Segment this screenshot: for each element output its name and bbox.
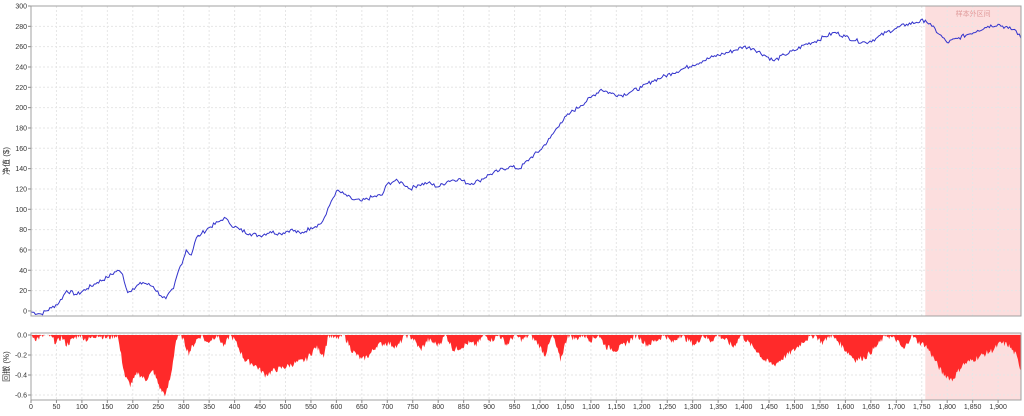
- y-tick-label: 60: [19, 247, 27, 254]
- x-tick-label: 1,450: [760, 404, 778, 411]
- x-tick-label: 1,700: [888, 404, 906, 411]
- x-tick-label: 150: [102, 404, 114, 411]
- equity-panel: 样本外区间 0 20 40 60 80 100 120 140 160 180 200 220 240 2…: [1, 4, 1022, 317]
- x-tick-label: 1,100: [582, 404, 600, 411]
- x-tick-label: 950: [509, 404, 521, 411]
- x-tick-label: 350: [203, 404, 215, 411]
- x-tick-label: 1,850: [964, 404, 982, 411]
- x-tick-label: 1,800: [938, 404, 956, 411]
- x-tick-label: 1,350: [709, 404, 727, 411]
- x-tick-label: 550: [305, 404, 317, 411]
- y-tick-label: 100: [15, 207, 27, 214]
- x-tick-label: 1,900: [989, 404, 1007, 411]
- x-tick-label: 450: [254, 404, 266, 411]
- x-tick-label: 700: [381, 404, 393, 411]
- y-tick-label: 120: [15, 186, 27, 193]
- y-tick-label: 20: [19, 288, 27, 295]
- x-tick-label: 1,750: [913, 404, 931, 411]
- y-tick-label: 200: [15, 105, 27, 112]
- drawdown-plot-frame: [30, 332, 1022, 401]
- x-tick-label: 1,000: [531, 404, 549, 411]
- highlight-region: [925, 6, 1021, 316]
- x-tick-label: 1,400: [735, 404, 753, 411]
- x-axis: 0 50 100 150 200 250 300 350 400 450 500 550 600 650 7…: [29, 400, 1007, 411]
- x-tick-label: 800: [432, 404, 444, 411]
- x-tick-label: 1,250: [658, 404, 676, 411]
- x-tick-label: 250: [152, 404, 164, 411]
- y-tick-label: 40: [19, 268, 27, 275]
- x-tick-label: 600: [331, 404, 343, 411]
- y-tick-label: -0.2: [15, 353, 27, 360]
- x-tick-label: 1,150: [608, 404, 626, 411]
- y-tick-label: 260: [15, 44, 27, 51]
- y-tick-label: 180: [15, 125, 27, 132]
- x-tick-label: 750: [407, 404, 419, 411]
- x-tick-label: 900: [483, 404, 495, 411]
- x-tick-label: 850: [458, 404, 470, 411]
- y-tick-label: 240: [15, 64, 27, 71]
- drawdown-panel: 0.0 -0.2 -0.4 -0.6 回撤 (%) 0 50 100 150 200 250 30…: [1, 332, 1022, 411]
- x-tick-label: 400: [229, 404, 241, 411]
- x-tick-label: 0: [29, 404, 33, 411]
- y-tick-label: 280: [15, 24, 27, 31]
- equity-y-axis: 0 20 40 60 80 100 120 140 160 180 200 220 240 260 280 3…: [15, 4, 31, 315]
- equity-y-axis-label: 净值 ($): [1, 147, 11, 175]
- x-tick-label: 1,650: [862, 404, 880, 411]
- y-tick-label: 220: [15, 85, 27, 92]
- drawdown-y-axis-label: 回撤 (%): [1, 351, 11, 382]
- x-tick-label: 1,550: [811, 404, 829, 411]
- x-tick-label: 1,050: [557, 404, 575, 411]
- y-tick-label: 0: [23, 308, 27, 315]
- x-tick-label: 650: [356, 404, 368, 411]
- x-tick-label: 1,200: [633, 404, 651, 411]
- y-tick-label: 160: [15, 146, 27, 153]
- y-tick-label: 300: [15, 4, 27, 11]
- x-tick-label: 50: [53, 404, 61, 411]
- y-tick-label: 0.0: [17, 333, 27, 340]
- y-tick-label: 140: [15, 166, 27, 173]
- highlight-label: 样本外区间: [956, 9, 991, 18]
- y-tick-label: -0.4: [15, 373, 27, 380]
- y-tick-label: -0.6: [15, 393, 27, 400]
- equity-line: [30, 18, 1022, 316]
- x-tick-label: 1,300: [684, 404, 702, 411]
- x-tick-label: 200: [127, 404, 139, 411]
- x-tick-label: 1,600: [837, 404, 855, 411]
- x-tick-label: 300: [178, 404, 190, 411]
- x-tick-label: 1,500: [786, 404, 804, 411]
- equity-plot-frame: [30, 5, 1022, 317]
- y-tick-label: 80: [19, 227, 27, 234]
- x-tick-label: 500: [280, 404, 292, 411]
- drawdown-y-axis: 0.0 -0.2 -0.4 -0.6: [15, 333, 31, 400]
- x-tick-label: 100: [76, 404, 88, 411]
- drawdown-area: [31, 335, 1021, 397]
